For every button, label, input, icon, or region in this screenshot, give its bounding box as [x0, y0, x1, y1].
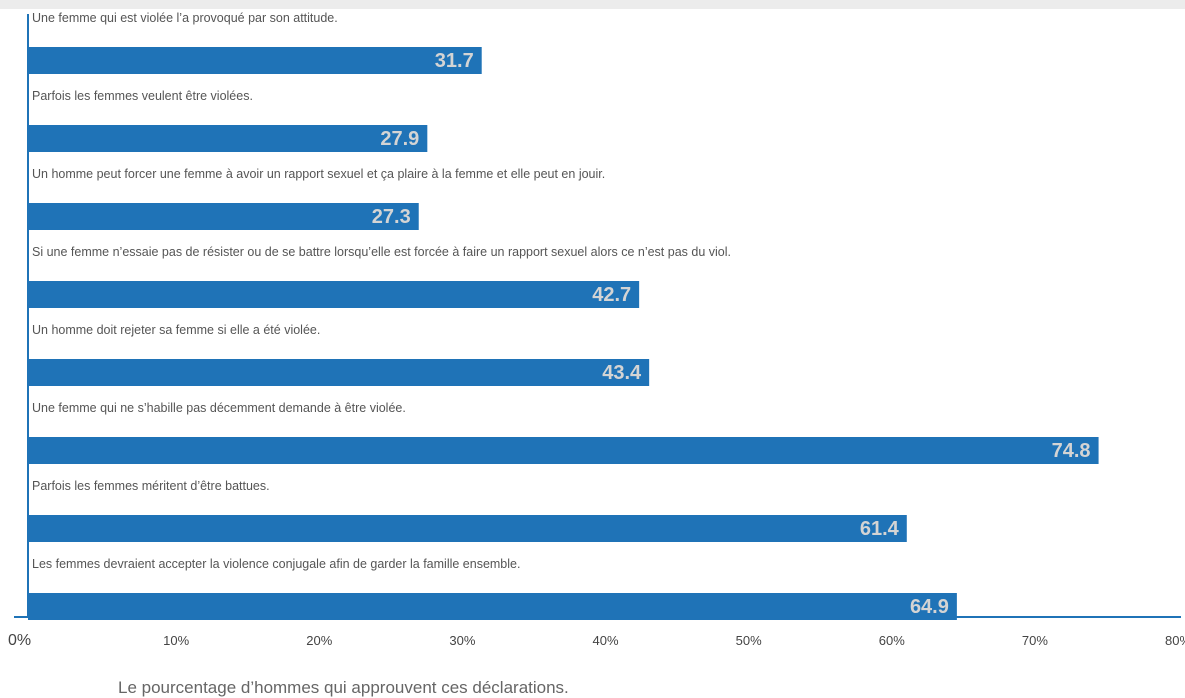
x-tick-label: 70% [1022, 633, 1048, 648]
bar [28, 593, 957, 620]
value-label: 27.3 [372, 206, 411, 228]
x-tick-label: 30% [449, 633, 475, 648]
value-label: 74.8 [1052, 440, 1091, 462]
category-label: Si une femme n’essaie pas de résister ou… [32, 245, 731, 259]
x-tick-label: 60% [879, 633, 905, 648]
value-label: 64.9 [910, 596, 949, 618]
category-label: Un homme peut forcer une femme à avoir u… [32, 167, 605, 181]
axes-group [14, 14, 1181, 618]
value-label: 27.9 [380, 128, 419, 150]
bar [28, 359, 650, 386]
x-tick-label: 50% [736, 633, 762, 648]
x-tick-label: 80% [1165, 633, 1185, 648]
x-ticks-group: 0% 10% 20% 30% 40% 50% 60% 70% 80% [8, 632, 1185, 649]
bar [28, 47, 482, 74]
value-label: 61.4 [860, 518, 900, 540]
category-label: Parfois les femmes méritent d’être battu… [32, 479, 270, 493]
value-label: 43.4 [602, 362, 642, 384]
x-axis-caption: Le pourcentage d’hommes qui approuvent c… [118, 678, 569, 697]
category-label: Une femme qui ne s’habille pas décemment… [32, 401, 406, 415]
category-label: Une femme qui est violée l’a provoqué pa… [32, 11, 338, 25]
category-label: Un homme doit rejeter sa femme si elle a… [32, 323, 320, 337]
x-tick-label: 10% [163, 633, 189, 648]
bar [28, 515, 907, 542]
value-label: 31.7 [435, 50, 474, 72]
x-tick-label: 40% [593, 633, 619, 648]
bar [28, 203, 419, 230]
bar [28, 281, 640, 308]
category-label: Les femmes devraient accepter la violenc… [32, 557, 520, 571]
x-tick-label: 0% [8, 632, 31, 649]
value-label: 42.7 [592, 284, 631, 306]
category-label: Parfois les femmes veulent être violées. [32, 89, 253, 103]
bars-group: Une femme qui est violée l’a provoqué pa… [28, 11, 1099, 620]
bar [28, 125, 428, 152]
bar [28, 437, 1099, 464]
x-tick-label: 20% [306, 633, 332, 648]
top-strip [0, 0, 1185, 9]
